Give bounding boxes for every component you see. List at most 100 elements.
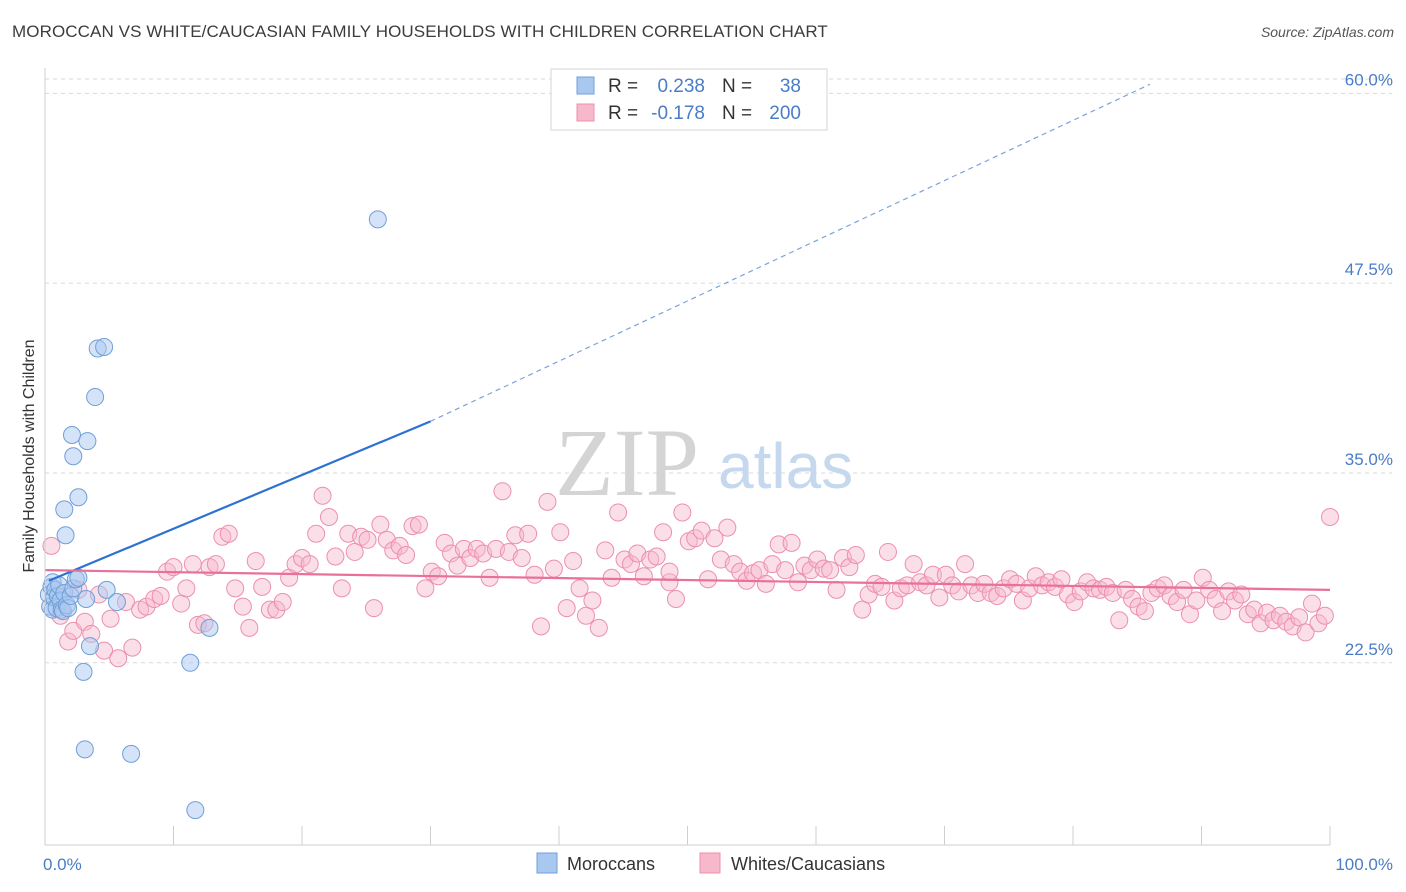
white-point bbox=[660, 573, 679, 592]
white-point bbox=[576, 606, 595, 625]
white-point bbox=[246, 552, 265, 571]
white-point bbox=[654, 523, 673, 542]
white-point bbox=[364, 599, 383, 618]
moroccan-point bbox=[186, 801, 205, 820]
white-point bbox=[570, 579, 589, 598]
white-point bbox=[544, 559, 563, 578]
legend-label-whites: Whites/Caucasians bbox=[731, 854, 885, 874]
white-point bbox=[390, 536, 409, 555]
watermark: ZIP atlas bbox=[555, 409, 853, 516]
white-point bbox=[1213, 602, 1232, 621]
white-point bbox=[557, 599, 576, 618]
white-point bbox=[137, 597, 156, 616]
white-point bbox=[647, 547, 666, 566]
white-point bbox=[151, 586, 170, 605]
white-point bbox=[416, 579, 435, 598]
white-point bbox=[724, 555, 743, 574]
white-point bbox=[718, 518, 737, 537]
moroccan-point bbox=[97, 580, 116, 599]
white-point bbox=[872, 577, 891, 596]
white-point bbox=[1238, 605, 1257, 624]
white-point bbox=[240, 618, 259, 637]
y-axis-label: Family Households with Children bbox=[21, 340, 38, 573]
white-point bbox=[177, 579, 196, 598]
stats-legend-r-value: -0.178 bbox=[651, 103, 705, 124]
white-point bbox=[878, 542, 897, 561]
moroccan-point bbox=[122, 744, 141, 763]
white-point bbox=[1174, 580, 1193, 599]
moroccan-point bbox=[181, 653, 200, 672]
white-point bbox=[589, 618, 608, 637]
white-point bbox=[917, 576, 936, 595]
white-point bbox=[313, 486, 332, 505]
white-point bbox=[956, 555, 975, 574]
moroccan-point bbox=[64, 447, 83, 466]
stats-legend: R = 0.238 N = 38 R = -0.178 N = 200 bbox=[550, 68, 828, 131]
white-point bbox=[512, 549, 531, 568]
white-point bbox=[1303, 594, 1322, 613]
white-point bbox=[666, 590, 685, 609]
white-point bbox=[1200, 580, 1219, 599]
moroccan-trend-extension bbox=[430, 83, 1151, 422]
white-point bbox=[1290, 608, 1309, 627]
moroccan-point bbox=[75, 740, 94, 759]
white-point bbox=[397, 545, 416, 564]
white-point bbox=[609, 503, 628, 522]
white-point bbox=[686, 529, 705, 548]
white-point bbox=[226, 579, 245, 598]
y-tick-label: 47.5% bbox=[1345, 260, 1393, 279]
stats-legend-r-label: R = bbox=[608, 76, 638, 97]
watermark-zip: ZIP bbox=[555, 409, 699, 516]
white-point bbox=[525, 565, 544, 584]
white-point bbox=[101, 609, 120, 628]
axis-layer: 22.5% 35.0% 47.5% 60.0% 0.0% 100.0% bbox=[43, 68, 1393, 874]
moroccan-point bbox=[80, 637, 99, 656]
y-tick-label: 60.0% bbox=[1345, 70, 1393, 89]
white-point bbox=[319, 508, 338, 527]
moroccan-point bbox=[62, 426, 81, 445]
white-point bbox=[1296, 623, 1315, 642]
moroccan-points bbox=[39, 210, 387, 820]
white-point bbox=[1123, 590, 1142, 609]
white-point bbox=[493, 482, 512, 501]
white-point bbox=[467, 539, 486, 558]
white-point bbox=[564, 552, 583, 571]
white-point bbox=[621, 555, 640, 574]
series-legend: Moroccans Whites/Caucasians bbox=[536, 852, 885, 874]
white-point bbox=[1129, 597, 1148, 616]
moroccan-point bbox=[200, 618, 219, 637]
white-point bbox=[371, 515, 390, 534]
white-point bbox=[206, 555, 225, 574]
white-point bbox=[1232, 585, 1251, 604]
white-point bbox=[1052, 570, 1071, 589]
moroccan-trend-line bbox=[48, 420, 431, 582]
white-point bbox=[300, 555, 319, 574]
white-point bbox=[219, 524, 238, 543]
y-tick-label: 35.0% bbox=[1345, 450, 1393, 469]
white-point bbox=[267, 600, 286, 619]
white-point bbox=[1001, 570, 1020, 589]
white-point bbox=[827, 580, 846, 599]
white-point bbox=[1264, 611, 1283, 630]
white-point bbox=[782, 533, 801, 552]
chart-title: MOROCCAN VS WHITE/CAUCASIAN FAMILY HOUSE… bbox=[12, 22, 828, 41]
moroccan-point bbox=[77, 590, 96, 609]
moroccan-point bbox=[78, 432, 97, 451]
legend-swatch-whites bbox=[699, 852, 721, 874]
white-point bbox=[59, 632, 78, 651]
white-trend-line bbox=[44, 569, 1331, 592]
white-point bbox=[1155, 576, 1174, 595]
legend-swatch-moroccans bbox=[536, 852, 558, 874]
white-point bbox=[538, 492, 557, 511]
moroccan-point bbox=[74, 662, 93, 681]
white-point bbox=[660, 562, 679, 581]
white-point bbox=[358, 530, 377, 549]
white-point bbox=[172, 594, 191, 613]
white-point bbox=[273, 593, 292, 612]
moroccan-point bbox=[86, 388, 105, 407]
watermark-atlas: atlas bbox=[718, 430, 853, 502]
legend-label-moroccans: Moroccans bbox=[567, 854, 655, 874]
stats-legend-swatch-moroccan bbox=[576, 76, 595, 95]
white-point bbox=[307, 524, 326, 543]
